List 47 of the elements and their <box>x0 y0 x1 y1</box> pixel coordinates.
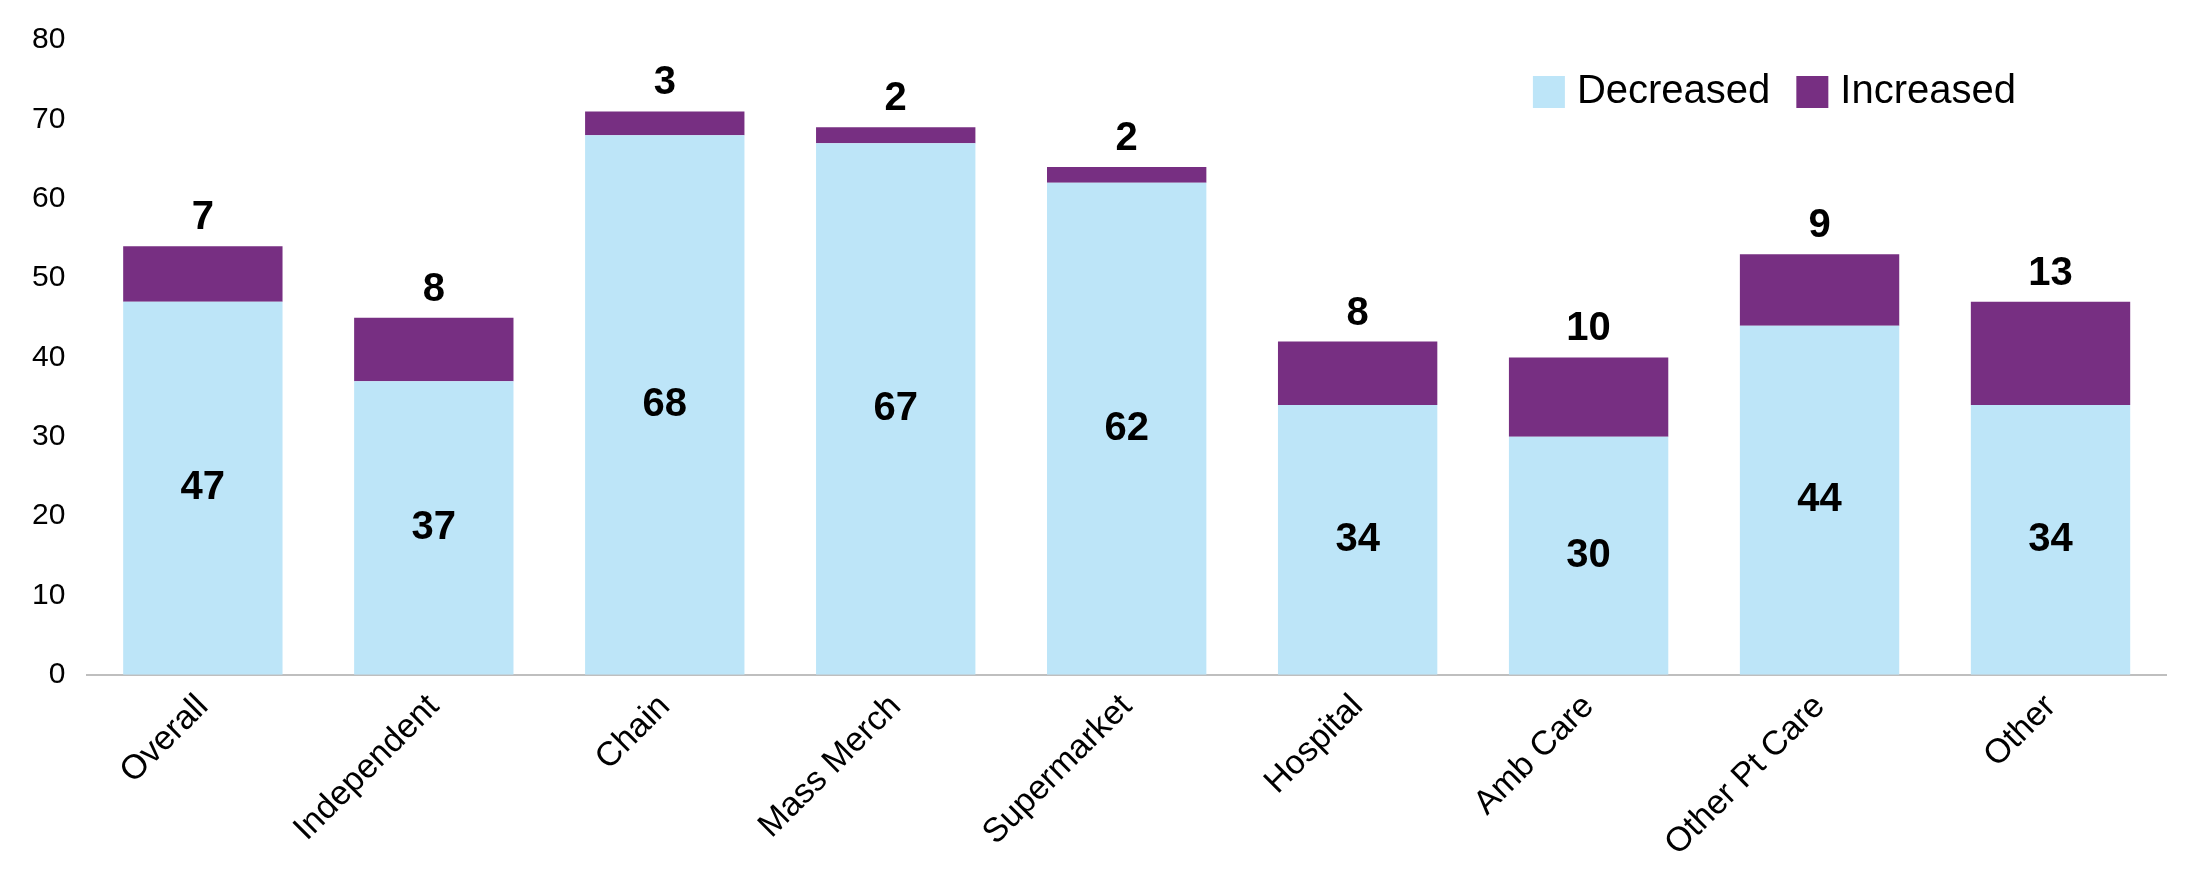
bar <box>1970 405 2131 675</box>
bar <box>1970 301 2131 406</box>
data-label: 34 <box>1335 514 1381 559</box>
bar <box>354 381 514 675</box>
bar <box>585 135 745 675</box>
bar <box>585 111 745 136</box>
y-tick-label: 70 <box>31 100 66 134</box>
bar <box>1277 341 1438 406</box>
data-label: 2 <box>884 74 907 119</box>
bar <box>1047 166 1207 183</box>
data-label: 67 <box>873 384 918 429</box>
data-label: 68 <box>642 380 688 425</box>
bar <box>1739 254 1900 326</box>
y-tick-label: 10 <box>31 576 66 610</box>
bar <box>816 127 976 144</box>
y-tick-label: 50 <box>31 259 66 293</box>
data-label: 10 <box>1566 304 1611 349</box>
data-label: 13 <box>2028 248 2073 293</box>
data-label: 8 <box>422 264 445 309</box>
bar <box>123 301 283 675</box>
bar <box>354 317 514 382</box>
legend-label: Increased <box>1840 67 2017 112</box>
data-label: 3 <box>653 58 676 103</box>
data-label: 62 <box>1104 403 1149 448</box>
y-tick-label: 20 <box>31 497 66 531</box>
data-label: 47 <box>180 463 226 508</box>
bar <box>816 143 976 675</box>
y-tick-label: 60 <box>31 179 66 213</box>
y-tick-label: 40 <box>31 338 66 372</box>
bar <box>1047 182 1207 675</box>
data-label: 44 <box>1797 475 1843 520</box>
data-label: 2 <box>1115 114 1138 158</box>
bar <box>123 246 283 302</box>
y-tick-label: 0 <box>48 656 66 690</box>
bar <box>1277 405 1438 675</box>
bar <box>1508 357 1669 437</box>
y-tick-label: 30 <box>31 418 66 452</box>
data-label: 7 <box>191 193 214 238</box>
y-tick-label: 80 <box>31 21 66 55</box>
data-label: 8 <box>1346 288 1369 333</box>
bar <box>1739 325 1900 675</box>
data-label: 37 <box>411 503 457 548</box>
bar <box>1508 436 1669 675</box>
legend-label: Decreased <box>1576 67 1771 112</box>
data-label: 30 <box>1566 530 1611 575</box>
data-label: 34 <box>2028 514 2074 559</box>
data-label: 9 <box>1808 201 1831 246</box>
